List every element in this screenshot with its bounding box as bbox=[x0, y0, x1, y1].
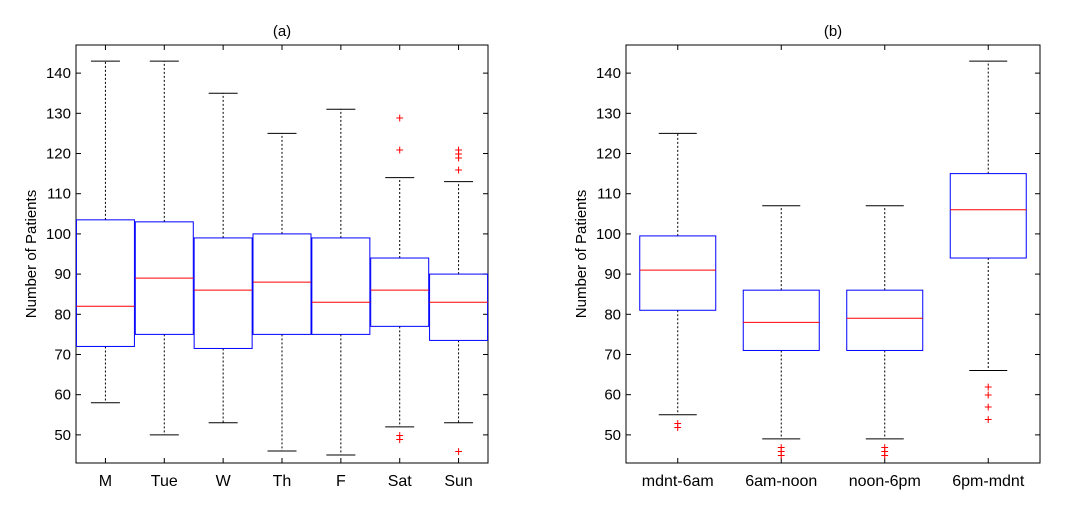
outlier-marker: + bbox=[984, 399, 992, 415]
chart-title: (a) bbox=[273, 23, 291, 40]
y-tick-label: 110 bbox=[597, 186, 621, 203]
box-mdnt-6am: mdnt-6am ++ bbox=[639, 45, 717, 490]
iqr-box bbox=[370, 257, 430, 327]
x-tick-label: noon-6pm bbox=[849, 473, 921, 490]
y-tick-label: 140 bbox=[596, 65, 621, 82]
y-axis-label: Number of Patients bbox=[573, 190, 590, 318]
box-sun: Sun+++++ bbox=[429, 45, 489, 490]
y-tick-label: 50 bbox=[604, 427, 621, 444]
box-noon-6pm: noon-6pm +++ bbox=[846, 45, 924, 490]
y-tick-label: 90 bbox=[54, 266, 71, 283]
outlier-marker: + bbox=[396, 431, 404, 447]
box-tue: Tue bbox=[134, 45, 194, 490]
iqr-box bbox=[193, 237, 253, 349]
outlier-marker: + bbox=[777, 443, 785, 459]
outlier-marker: + bbox=[984, 411, 992, 427]
outlier-marker: + bbox=[454, 150, 462, 166]
box-sat: Sat++++ bbox=[370, 45, 430, 490]
y-tick-label: 120 bbox=[46, 146, 71, 163]
y-tick-label: 60 bbox=[54, 387, 71, 404]
y-tick-label: 80 bbox=[54, 306, 71, 323]
iqr-box bbox=[75, 219, 135, 347]
iqr-box bbox=[742, 289, 820, 351]
chart-panel-b: (b) Number of Patients 50 60 70 80 90 100 110 120… bbox=[573, 23, 1041, 490]
outlier-marker: + bbox=[777, 447, 785, 463]
outlier-marker: + bbox=[881, 443, 889, 459]
box-th: Th bbox=[252, 45, 312, 490]
outlier-marker: + bbox=[881, 447, 889, 463]
outlier-marker: + bbox=[454, 443, 462, 459]
iqr-box bbox=[846, 289, 924, 351]
y-tick-label: 90 bbox=[604, 266, 621, 283]
y-tick-label: 80 bbox=[604, 306, 621, 323]
iqr-box bbox=[429, 273, 489, 341]
x-tick-label: Sat bbox=[388, 473, 413, 490]
x-tick-label: W bbox=[216, 473, 232, 490]
y-tick-label: 70 bbox=[604, 346, 621, 363]
outlier-marker: + bbox=[674, 415, 682, 431]
y-tick-label: 100 bbox=[596, 226, 621, 243]
box-w: W bbox=[193, 45, 253, 490]
chart-panel-a: (a) Number of Patients 50 60 70 80 90 100 110 120… bbox=[23, 23, 489, 490]
outlier-marker: + bbox=[396, 109, 404, 125]
plot-frame bbox=[625, 44, 1041, 464]
x-tick-label: F bbox=[336, 473, 346, 490]
y-tick-label: 110 bbox=[47, 186, 71, 203]
x-tick-label: 6am-noon bbox=[745, 473, 817, 490]
outlier-marker: + bbox=[674, 419, 682, 435]
y-tick-label: 100 bbox=[46, 226, 71, 243]
y-tick-label: 130 bbox=[46, 105, 71, 122]
x-tick-label: mdnt-6am bbox=[642, 473, 714, 490]
outlier-marker: + bbox=[454, 162, 462, 178]
x-tick-label: Th bbox=[273, 473, 292, 490]
outlier-marker: + bbox=[777, 439, 785, 455]
box-m: M bbox=[75, 45, 135, 490]
y-tick-label: 130 bbox=[596, 105, 621, 122]
x-tick-label: M bbox=[99, 473, 112, 490]
y-tick-label: 70 bbox=[54, 346, 71, 363]
y-axis-label: Number of Patients bbox=[23, 190, 40, 318]
iqr-box bbox=[949, 173, 1027, 259]
y-tick-label: 50 bbox=[54, 427, 71, 444]
iqr-box bbox=[311, 237, 371, 335]
outlier-marker: + bbox=[396, 427, 404, 443]
x-tick-label: Sun bbox=[444, 473, 472, 490]
iqr-box bbox=[639, 235, 717, 311]
box-6pm-mdnt: 6pm-mdnt++++ bbox=[949, 45, 1027, 490]
outlier-marker: + bbox=[984, 387, 992, 403]
box-f: F bbox=[311, 45, 371, 490]
x-tick-label: 6pm-mdnt bbox=[952, 473, 1025, 490]
iqr-box bbox=[252, 233, 312, 335]
outlier-marker: + bbox=[454, 142, 462, 158]
outlier-marker: + bbox=[881, 439, 889, 455]
x-tick-label: Tue bbox=[151, 473, 178, 490]
box-6am-noon: 6am-noon +++ bbox=[742, 45, 820, 490]
chart-title: (b) bbox=[824, 23, 842, 40]
y-tick-label: 120 bbox=[596, 146, 621, 163]
outlier-marker: + bbox=[984, 379, 992, 395]
y-tick-label: 60 bbox=[604, 387, 621, 404]
outlier-marker: + bbox=[396, 142, 404, 158]
outlier-marker: + bbox=[454, 146, 462, 162]
y-tick-label: 140 bbox=[46, 65, 71, 82]
